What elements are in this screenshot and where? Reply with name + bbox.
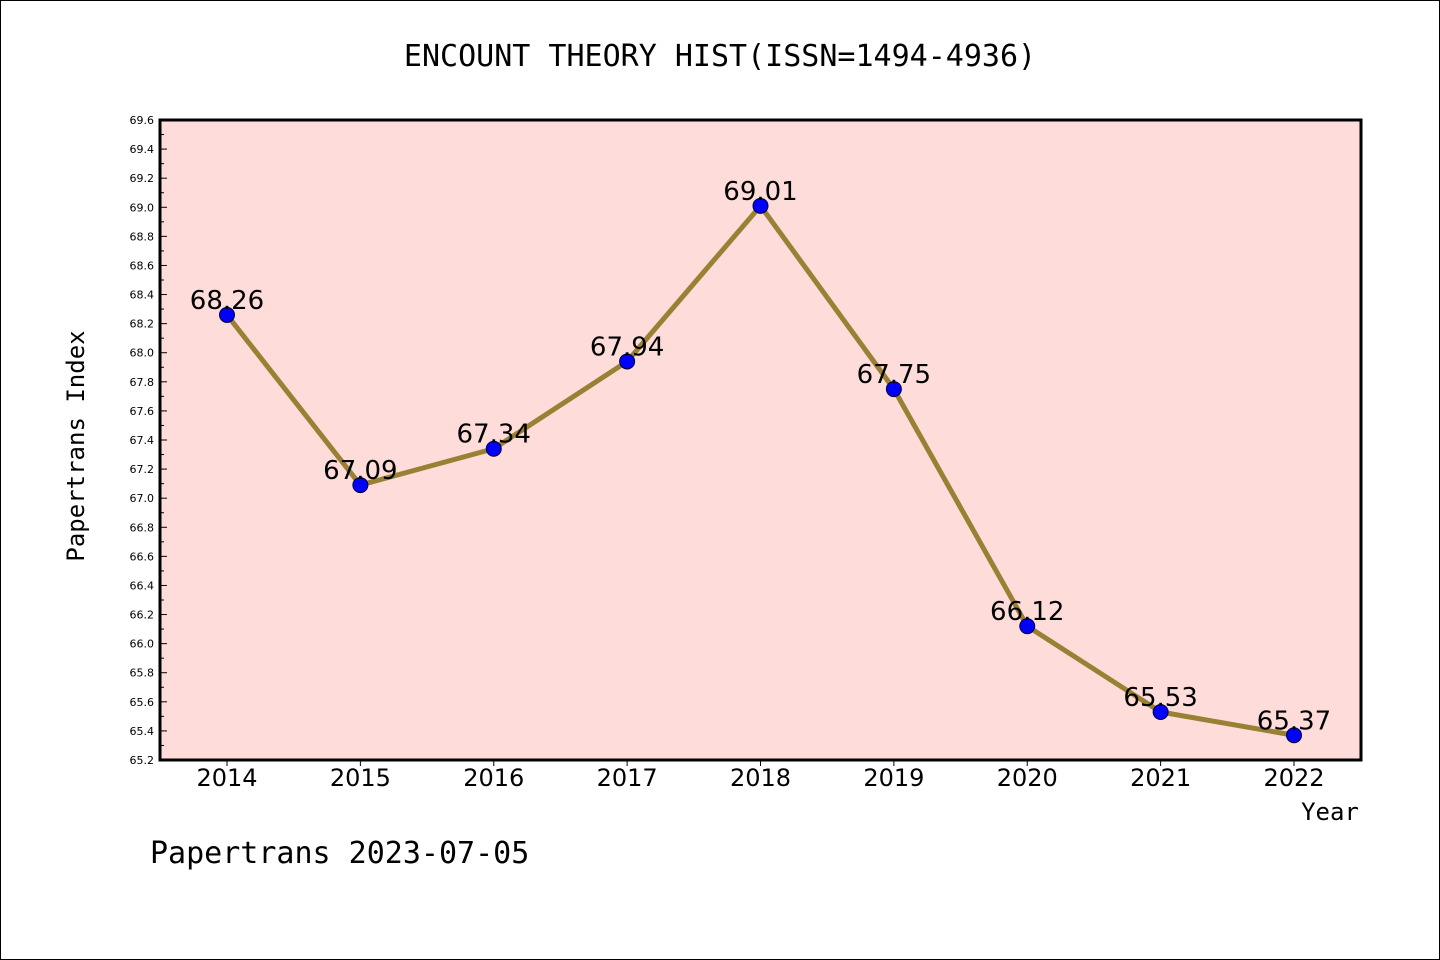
y-tick-label: 69.6 <box>130 114 155 127</box>
x-tick-label: 2017 <box>597 764 658 792</box>
y-tick-label: 69.2 <box>130 172 155 185</box>
y-tick-label: 68.4 <box>130 289 155 302</box>
data-point <box>752 197 769 214</box>
y-tick-label: 66.4 <box>130 579 155 592</box>
y-tick-label: 68.8 <box>130 230 155 243</box>
y-tick-label: 69.0 <box>130 201 155 214</box>
data-point <box>1019 618 1036 635</box>
data-point <box>485 440 502 457</box>
x-tick-label: 2022 <box>1263 764 1324 792</box>
data-label: 67.75 <box>857 360 931 390</box>
data-label: 67.94 <box>590 332 664 362</box>
data-point <box>619 353 636 370</box>
y-tick-label: 65.4 <box>130 725 155 738</box>
x-tick-label: 2015 <box>330 764 391 792</box>
data-point <box>352 477 369 494</box>
x-tick-label: 2019 <box>863 764 924 792</box>
y-tick-label: 66.2 <box>130 609 155 622</box>
data-label: 66.12 <box>990 597 1064 627</box>
data-label: 67.09 <box>323 456 397 486</box>
x-axis: 2014 2015 2016 2017 2018 2019 2020 2021 2022 <box>196 760 1325 792</box>
y-axis: 65.2 65.4 65.6 65.8 66.0 66.2 66.4 66.6 66.8 67.0… <box>130 114 167 767</box>
data-label-layer: 68.26 67.09 67.34 67.94 69.01 67.75 66.12 65.53… <box>190 177 1331 736</box>
y-tick-label: 65.8 <box>130 667 155 680</box>
y-tick-label: 66.0 <box>130 638 155 651</box>
y-tick-label: 68.6 <box>130 259 155 272</box>
x-tick-label: 2020 <box>997 764 1058 792</box>
y-tick-label: 66.8 <box>130 521 155 534</box>
y-tick-label: 68.2 <box>130 318 155 331</box>
footer-text: Papertrans 2023-07-05 <box>150 836 529 871</box>
x-axis-label: Year <box>1301 798 1359 826</box>
y-tick-label: 67.8 <box>130 376 155 389</box>
y-tick-label: 67.4 <box>130 434 155 447</box>
y-tick-label: 69.4 <box>130 143 155 156</box>
x-tick-label: 2021 <box>1130 764 1191 792</box>
data-label: 68.26 <box>190 286 264 316</box>
y-tick-label: 68.0 <box>130 347 155 360</box>
chart-title: ENCOUNT THEORY HIST(ISSN=1494-4936) <box>404 39 1036 74</box>
plot-area <box>160 120 1361 760</box>
y-tick-label: 65.6 <box>130 696 155 709</box>
data-point <box>885 381 902 398</box>
data-label: 67.34 <box>457 420 531 450</box>
data-point <box>1152 704 1169 720</box>
data-label: 69.01 <box>723 177 797 207</box>
data-label: 65.37 <box>1257 706 1331 736</box>
series-layer <box>219 197 1302 744</box>
plot-border <box>158 118 1363 762</box>
x-tick-label: 2014 <box>196 764 257 792</box>
data-point <box>219 306 235 323</box>
y-tick-label: 67.0 <box>130 492 155 505</box>
data-label: 65.53 <box>1123 683 1197 713</box>
y-tick-label: 65.2 <box>130 754 155 767</box>
y-tick-label: 67.6 <box>130 405 155 418</box>
y-axis-label: Papertrans Index <box>62 330 90 561</box>
y-tick-label: 67.2 <box>130 463 155 476</box>
y-tick-label: 66.6 <box>130 550 155 563</box>
data-point <box>1286 727 1302 744</box>
x-tick-label: 2016 <box>463 764 524 792</box>
x-tick-label: 2018 <box>730 764 791 792</box>
